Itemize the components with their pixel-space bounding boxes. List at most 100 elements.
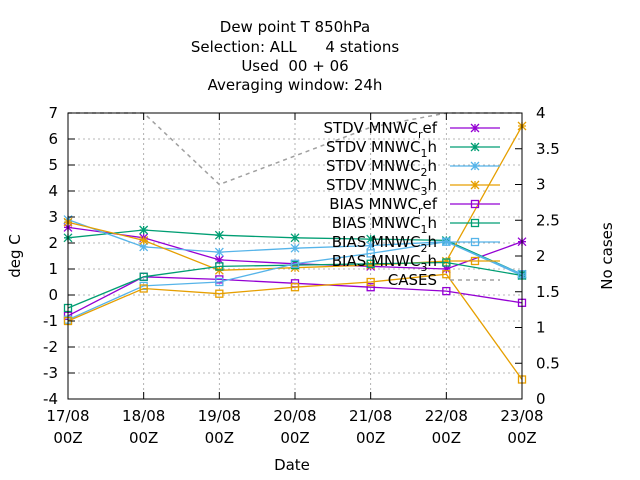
x-tick-label-date: 21/08 bbox=[349, 407, 392, 425]
y-tick-label: 0 bbox=[48, 286, 58, 304]
y-tick-label: 4 bbox=[48, 182, 58, 200]
legend-label-subscript: 3 bbox=[420, 261, 427, 274]
legend-sample-marker bbox=[470, 142, 480, 152]
data-point bbox=[366, 234, 376, 244]
legend-sample-marker bbox=[470, 256, 480, 266]
x-tick-label-date: 18/08 bbox=[122, 407, 165, 425]
legend-label-subscript: 2 bbox=[420, 166, 427, 179]
data-point bbox=[290, 259, 300, 268]
y-tick-label: 1 bbox=[48, 260, 58, 278]
y2-tick-label: 1 bbox=[536, 319, 546, 337]
data-point bbox=[214, 255, 224, 265]
legend-label: STDV MNWC2h bbox=[326, 157, 437, 179]
y2-tick-label: 3 bbox=[536, 176, 546, 194]
x-tick-label-time: 00Z bbox=[205, 429, 234, 447]
legend-label-text: CASES bbox=[388, 271, 437, 289]
legend-label-subscript: r bbox=[418, 128, 423, 141]
legend-label-subscript: 1 bbox=[420, 147, 427, 160]
legend-label-tail: h bbox=[427, 157, 437, 175]
y2-tick-label: 2 bbox=[536, 247, 546, 265]
legend-label-text: STDV MNWC bbox=[326, 176, 420, 194]
legend-sample-marker bbox=[470, 180, 480, 190]
y-tick-label: 7 bbox=[48, 104, 58, 122]
legend-label-subscript: 1 bbox=[420, 223, 427, 236]
legend-label: BIAS MNWCref bbox=[329, 195, 437, 217]
x-tick-label-time: 00Z bbox=[280, 429, 309, 447]
x-tick-label-date: 20/08 bbox=[273, 407, 316, 425]
data-point bbox=[215, 262, 224, 271]
legend-sample-marker bbox=[470, 123, 480, 133]
data-point bbox=[215, 277, 224, 287]
legend-label-tail: h bbox=[427, 214, 437, 232]
legend-label-text: STDV MNWC bbox=[326, 157, 420, 175]
y-tick-label: 5 bbox=[48, 156, 58, 174]
x-axis: 17/08 00Z 18/08 00Z 19/08 00Z 20/08 00Z 21/08 00Z… bbox=[46, 113, 544, 447]
data-point bbox=[214, 247, 224, 257]
series-line bbox=[67, 241, 523, 321]
y2-tick-label: 4 bbox=[536, 104, 546, 122]
data-point bbox=[290, 233, 300, 243]
data-point bbox=[366, 249, 375, 258]
legend-label: BIAS MNWC1h bbox=[332, 214, 437, 236]
legend-sample-marker bbox=[470, 199, 480, 209]
y2-tick-label: 0 bbox=[536, 390, 546, 408]
legend-label-text: BIAS MNWC bbox=[332, 214, 421, 232]
data-point bbox=[442, 258, 451, 267]
x-axis-label: Date bbox=[274, 456, 310, 474]
legend-label: STDV MNWC1h bbox=[326, 138, 437, 160]
data-point bbox=[290, 243, 300, 253]
legend-label-text: BIAS MNWC bbox=[332, 233, 421, 251]
legend-label-subscript: 3 bbox=[420, 185, 427, 198]
data-point bbox=[214, 230, 224, 240]
x-tick-label-date: 22/08 bbox=[425, 407, 468, 425]
data-point bbox=[139, 242, 149, 252]
y-axis-label: deg C bbox=[6, 234, 24, 278]
legend-label: STDV MNWCref bbox=[323, 119, 437, 141]
legend-label: CASES bbox=[388, 271, 437, 289]
legend-label-text: BIAS MNWC bbox=[329, 195, 418, 213]
data-point bbox=[442, 270, 451, 279]
chart-title: Dew point T 850hPa Selection: ALL 4 stat… bbox=[191, 18, 399, 94]
legend-label-tail: h bbox=[427, 252, 437, 270]
y-tick-label: 6 bbox=[48, 130, 58, 148]
legend-label-tail: ef bbox=[422, 119, 437, 137]
y2-axis-label: No cases bbox=[598, 222, 616, 290]
y-tick-label: -4 bbox=[43, 390, 58, 408]
legend-label-text: STDV MNWC bbox=[326, 138, 420, 156]
y2-tick-label: 2.5 bbox=[536, 211, 560, 229]
legend-label: STDV MNWC3h bbox=[326, 176, 437, 198]
y-tick-label: 3 bbox=[48, 208, 58, 226]
x-tick-label-date: 19/08 bbox=[198, 407, 241, 425]
title-line-4: Averaging window: 24h bbox=[208, 76, 383, 94]
data-point bbox=[290, 283, 300, 292]
y-tick-label: 2 bbox=[48, 234, 58, 252]
x-tick-label-time: 00Z bbox=[129, 429, 158, 447]
data-point bbox=[139, 235, 149, 245]
data-point bbox=[366, 259, 375, 268]
y2-tick-label: 3.5 bbox=[536, 140, 560, 158]
plot-frame bbox=[67, 112, 523, 400]
data-point bbox=[215, 289, 224, 298]
legend-sample-marker bbox=[470, 237, 480, 247]
y-tick-label: -3 bbox=[43, 364, 58, 382]
y-axis: -4 -3 -2 -1 0 1 2 3 4 5 6 7 bbox=[43, 104, 75, 408]
legend-label-tail: h bbox=[427, 176, 437, 194]
title-line-3: Used 00 + 06 bbox=[241, 57, 348, 75]
data-point bbox=[139, 225, 149, 235]
data-point bbox=[139, 272, 148, 281]
x-tick-label-time: 00Z bbox=[356, 429, 385, 447]
legend-label-tail: ef bbox=[422, 195, 437, 213]
data-point bbox=[366, 260, 376, 270]
data-point bbox=[441, 256, 451, 266]
series-4 bbox=[63, 272, 527, 320]
x-tick-label-time: 00Z bbox=[507, 429, 536, 447]
x-tick-label-date: 17/08 bbox=[46, 407, 89, 425]
legend-label-tail: h bbox=[427, 138, 437, 156]
grid bbox=[67, 112, 523, 400]
legend-label-subscript: r bbox=[418, 204, 423, 217]
series-layer bbox=[63, 121, 527, 384]
title-line-2: Selection: ALL 4 stations bbox=[191, 38, 399, 56]
legend-label-subscript: 2 bbox=[420, 242, 427, 255]
